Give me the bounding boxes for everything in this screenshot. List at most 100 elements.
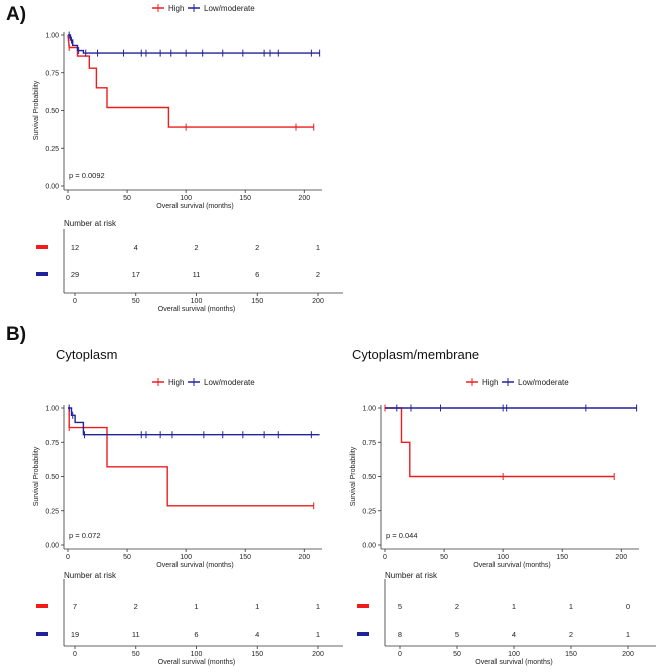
chart-b2-y-tick-label: 0.50 bbox=[362, 474, 376, 481]
chart-a-curve-high bbox=[67, 34, 314, 128]
chart-a-risk-cell-high: 4 bbox=[134, 243, 138, 252]
chart-a-y-tick-label: 0.50 bbox=[45, 108, 59, 115]
chart-b2-y-tick-label: 1.00 bbox=[362, 406, 376, 413]
chart-b2-risk-cell-high: 2 bbox=[455, 602, 459, 611]
chart-b2-curve-high bbox=[385, 407, 615, 478]
chart-a-curve-low bbox=[68, 34, 320, 54]
chart-b2-x-tick-label: 150 bbox=[556, 554, 568, 561]
chart-b1-risk-cell-high: 1 bbox=[194, 602, 198, 611]
chart-a-y-tick-label: 0.00 bbox=[45, 184, 59, 191]
chart-b1-risk-cell-low: 6 bbox=[194, 630, 198, 639]
chart-b1-risk-cell-high: 1 bbox=[316, 602, 320, 611]
chart-b2-x-tick-label: 50 bbox=[440, 554, 448, 561]
chart-a-risk-x-tick-label: 0 bbox=[73, 298, 77, 305]
chart-a-risk-x-axis-title: Overall survival (months) bbox=[158, 306, 235, 313]
chart-b1-x-tick-label: 50 bbox=[123, 554, 131, 561]
chart-a-risk-x-tick-label: 100 bbox=[191, 298, 203, 305]
chart-b1-risk-cell-low: 4 bbox=[255, 630, 259, 639]
chart-b2-risk-table-title: Number at risk bbox=[385, 571, 438, 580]
chart-a-risk-x-tick-label: 200 bbox=[312, 298, 324, 305]
chart-a-risk-table-title: Number at risk bbox=[64, 219, 117, 228]
chart-b1-risk-cell-high: 7 bbox=[73, 602, 77, 611]
chart-b1-risk-x-tick-label: 200 bbox=[312, 651, 324, 658]
chart-b1-y-tick-label: 0.00 bbox=[45, 543, 59, 550]
chart-b1-y-tick-label: 1.00 bbox=[45, 406, 59, 413]
chart-b1-y-tick-label: 0.75 bbox=[45, 440, 59, 447]
chart-b1-risk-cell-high: 1 bbox=[255, 602, 259, 611]
chart-b2-p-value: p = 0.044 bbox=[386, 531, 418, 540]
chart-a-risk-row-low-swatch bbox=[36, 272, 48, 276]
chart-a-x-tick-label: 50 bbox=[123, 195, 131, 202]
chart-b1-x-tick-label: 150 bbox=[239, 554, 251, 561]
chart-b2-risk-x-tick-label: 150 bbox=[565, 651, 577, 658]
chart-b2-risk-cell-low: 1 bbox=[626, 630, 630, 639]
chart-b1-curve-high bbox=[68, 407, 314, 507]
chart-b2-risk-cell-high: 5 bbox=[398, 602, 402, 611]
chart-a-y-tick-label: 0.75 bbox=[45, 70, 59, 77]
chart-b2-risk-x-axis-title: Overall survival (months) bbox=[475, 659, 552, 666]
chart-b2-x-tick-label: 100 bbox=[497, 554, 509, 561]
chart-b2-risk-cell-high: 1 bbox=[512, 602, 516, 611]
chart-b1-risk-x-tick-label: 100 bbox=[191, 651, 203, 658]
chart-b1-y-tick-label: 0.25 bbox=[45, 508, 59, 515]
chart-b2-risk-x-tick-label: 100 bbox=[508, 651, 520, 658]
chart-b1-risk-row-high-swatch bbox=[36, 604, 48, 608]
chart-b2-y-axis-title: Survival Probability bbox=[350, 446, 357, 506]
chart-a-risk-cell-low: 2 bbox=[316, 270, 320, 279]
chart-a-risk-cell-low: 17 bbox=[132, 270, 140, 279]
panel-label-b: B) bbox=[6, 324, 26, 345]
chart-a-y-tick-label: 0.25 bbox=[45, 146, 59, 153]
chart-b2-risk-cell-high: 1 bbox=[569, 602, 573, 611]
chart-b1-risk-cell-low: 19 bbox=[71, 630, 79, 639]
chart-b1-x-axis-title: Overall survival (months) bbox=[156, 562, 233, 569]
chart-a-legend-low-label: Low/moderate bbox=[204, 4, 255, 13]
chart-a-x-tick-label: 150 bbox=[239, 195, 251, 202]
chart-b1-y-axis-title: Survival Probability bbox=[33, 446, 40, 506]
chart-b2-risk-row-low-swatch bbox=[357, 632, 369, 636]
chart-a-risk-cell-high: 2 bbox=[255, 243, 259, 252]
chart-b1-curve-low bbox=[68, 407, 320, 436]
chart-a-x-axis-title: Overall survival (months) bbox=[156, 203, 233, 210]
chart-b2-legend-low-label: Low/moderate bbox=[518, 378, 569, 387]
chart-b2-risk-cell-high: 0 bbox=[626, 602, 630, 611]
chart-a-y-tick-label: 1.00 bbox=[45, 33, 59, 40]
chart-b1-risk-cell-low: 1 bbox=[316, 630, 320, 639]
chart-b1-risk-x-axis-title: Overall survival (months) bbox=[158, 659, 235, 666]
chart-a-risk-cell-low: 11 bbox=[193, 270, 201, 279]
chart-b2-risk-cell-low: 2 bbox=[569, 630, 573, 639]
chart-b1-legend-high-label: High bbox=[168, 378, 184, 387]
chart-b1-risk-table-title: Number at risk bbox=[64, 571, 117, 580]
chart-a-risk-cell-low: 29 bbox=[71, 270, 79, 279]
chart-b2-risk-cell-low: 8 bbox=[398, 630, 402, 639]
chart-a-legend-high-label: High bbox=[168, 4, 184, 13]
chart-a-risk-cell-low: 6 bbox=[255, 270, 259, 279]
chart-a-x-tick-label: 100 bbox=[180, 195, 192, 202]
chart-b1-risk-cell-high: 2 bbox=[134, 602, 138, 611]
chart-b1-risk-cell-low: 11 bbox=[132, 630, 140, 639]
chart-b1-risk-x-tick-label: 50 bbox=[132, 651, 140, 658]
chart-b2-legend-high-label: High bbox=[482, 378, 498, 387]
chart-a-risk-row-high-swatch bbox=[36, 245, 48, 249]
chart-b1-risk-row-low-swatch bbox=[36, 632, 48, 636]
chart-a-risk-x-tick-label: 150 bbox=[251, 298, 263, 305]
chart-b2-x-tick-label: 0 bbox=[383, 554, 387, 561]
chart-b1-legend-low-label: Low/moderate bbox=[204, 378, 255, 387]
chart-a-y-axis-title: Survival Probability bbox=[33, 80, 40, 140]
chart-a-risk-cell-high: 2 bbox=[194, 243, 198, 252]
chart-a-risk-cell-high: 1 bbox=[316, 243, 320, 252]
chart-b2-risk-cell-low: 5 bbox=[455, 630, 459, 639]
chart-b1-y-tick-label: 0.50 bbox=[45, 474, 59, 481]
chart-b1-risk-x-tick-label: 150 bbox=[251, 651, 263, 658]
chart-b1-x-tick-label: 0 bbox=[66, 554, 70, 561]
panel-label-a: A) bbox=[6, 4, 26, 25]
chart-b2-y-tick-label: 0.25 bbox=[362, 508, 376, 515]
chart-b2-risk-row-high-swatch bbox=[357, 604, 369, 608]
chart-a-x-tick-label: 0 bbox=[66, 195, 70, 202]
chart-b2-risk-x-tick-label: 0 bbox=[398, 651, 402, 658]
chart-b2-y-tick-label: 0.00 bbox=[362, 543, 376, 550]
chart-b1-risk-x-tick-label: 0 bbox=[73, 651, 77, 658]
chart-b1-subtitle: Cytoplasm bbox=[56, 347, 117, 362]
chart-b2-risk-x-tick-label: 200 bbox=[622, 651, 634, 658]
chart-a-risk-cell-high: 12 bbox=[71, 243, 79, 252]
